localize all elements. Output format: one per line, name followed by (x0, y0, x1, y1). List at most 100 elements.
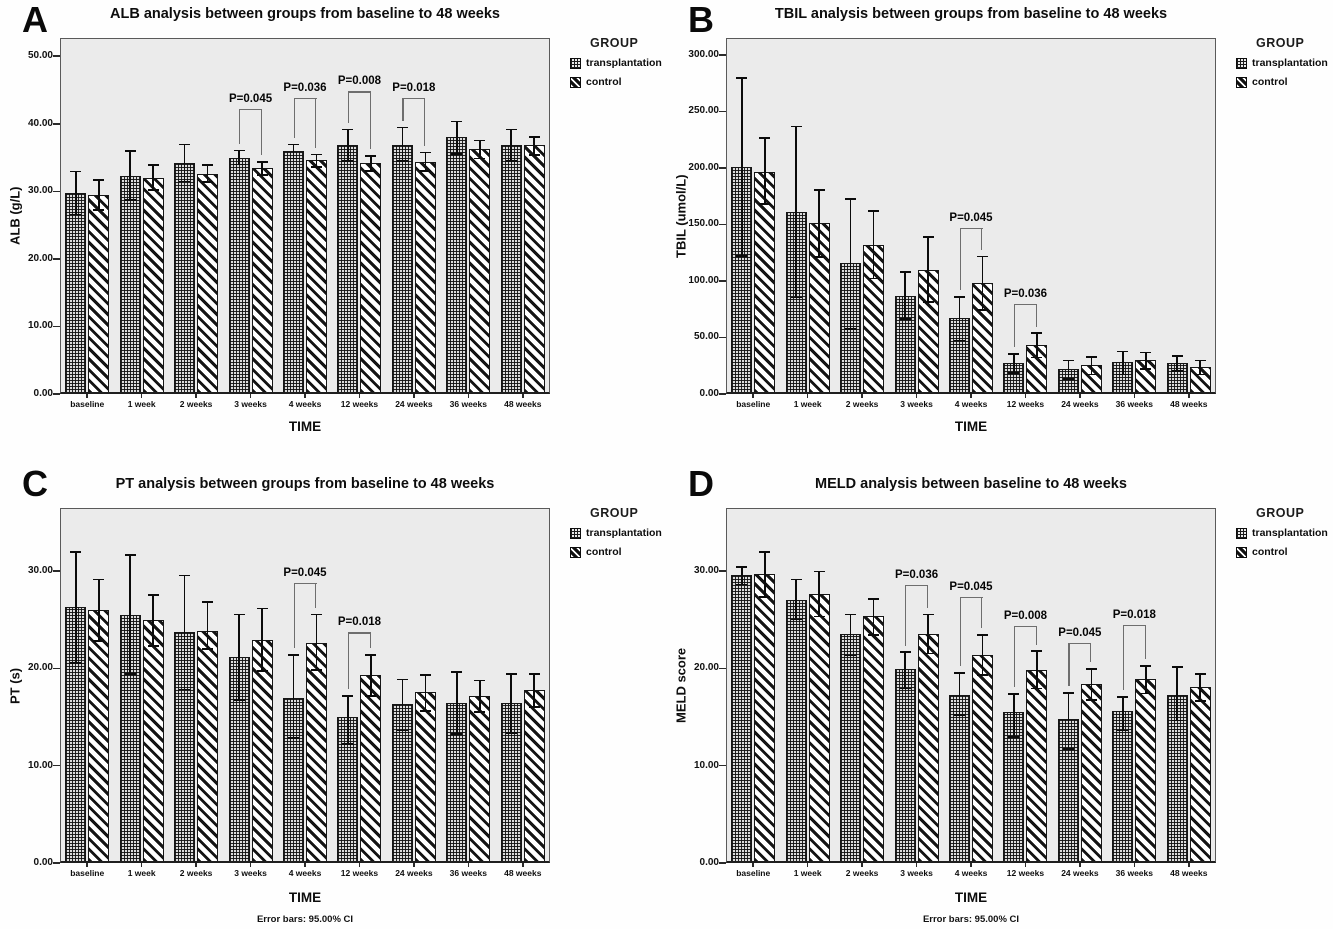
errorbar-transplantation-1 week-cap-bottom (124, 673, 136, 675)
x-tick-mark (1079, 394, 1081, 398)
y-tick-mark (53, 667, 60, 670)
errorbar-control-1 week-cap-bottom (147, 644, 159, 647)
pvalue-bracket-left-leg (402, 98, 404, 121)
errorbar-control-baseline (763, 551, 766, 598)
x-tick-mark (86, 863, 88, 867)
errorbar-transplantation-3 weeks (238, 150, 240, 165)
x-tick-mark (195, 863, 197, 867)
bar-control-baseline (88, 610, 110, 863)
errorbar-transplantation-24 weeks (1067, 692, 1070, 750)
errorbar-transplantation-2 weeks-cap-top (845, 197, 857, 200)
errorbar-control-24 weeks-cap-bottom (1085, 373, 1097, 376)
pvalue-label: P=0.018 (1112, 608, 1156, 621)
y-tick-mark (53, 862, 60, 864)
errorbar-transplantation-48 weeks-cap-bottom (505, 160, 517, 163)
errorbar-control-36 weeks (478, 140, 481, 159)
errorbar-transplantation-4 weeks-cap-bottom (954, 339, 965, 342)
bar-transplantation-48 weeks (500, 703, 522, 863)
pvalue-bracket-right-leg (315, 98, 317, 148)
errorbar-control-36 weeks-cap-top (474, 139, 486, 142)
errorbar-transplantation-2 weeks-cap-bottom (845, 328, 857, 331)
x-tick-mark (861, 863, 863, 867)
x-tick-mark (806, 863, 809, 867)
x-tick-mark (249, 394, 252, 398)
bar-control-36 weeks (469, 695, 491, 863)
x-tick-mark (467, 863, 470, 867)
control-diagonal-swatch-icon (1236, 76, 1247, 88)
bar-control-12 weeks (360, 162, 382, 394)
errorbar-transplantation-24 weeks-cap-top (396, 678, 408, 681)
legend-title: GROUP (1256, 36, 1305, 50)
bar-transplantation-2 weeks (174, 162, 196, 394)
y-tick-label: 100.00 (688, 274, 719, 286)
errorbar-transplantation-36 weeks-cap-top (1117, 350, 1129, 353)
errorbar-control-4 weeks-cap-top (977, 633, 988, 636)
bar-control-24 weeks (414, 161, 436, 394)
x-tick-label-24 weeks: 24 weeks (395, 868, 433, 878)
errorbar-control-4 weeks-cap-bottom (311, 165, 322, 168)
y-tick-mark (719, 570, 726, 572)
errorbar-transplantation-24 weeks-cap-bottom (1062, 378, 1074, 380)
y-tick-label: 250.00 (688, 105, 719, 117)
errorbar-control-3 weeks-cap-top (922, 236, 934, 239)
errorbar-transplantation-12 weeks-cap-bottom (342, 160, 354, 163)
errorbar-transplantation-36 weeks-cap-bottom (451, 152, 463, 155)
pvalue-bracket-right-leg (369, 632, 371, 649)
x-tick-label-3 weeks: 3 weeks (234, 868, 267, 878)
errorbar-control-48 weeks-cap-top (1194, 359, 1206, 362)
errorbar-transplantation-1 week-cap-bottom (790, 296, 802, 299)
errorbar-control-4 weeks (981, 634, 984, 676)
pvalue-label: P=0.018 (392, 82, 436, 95)
plot-area-alb: P=0.045 P=0.036 P=0.008 P=0.018 (60, 38, 550, 394)
errorbar-transplantation-3 weeks-cap-top (233, 149, 245, 152)
errorbar-transplantation-1 week (129, 554, 131, 675)
pvalue-bracket-right-leg (926, 584, 929, 608)
panel-letter-b: B (688, 0, 714, 40)
errorbar-transplantation-baseline (740, 566, 743, 585)
bar-control-1 week (142, 619, 164, 863)
errorbar-transplantation-2 weeks-cap-top (845, 613, 857, 616)
bar-control-24 weeks (414, 691, 436, 863)
pvalue-bracket-top (239, 108, 263, 111)
pvalue-bracket-top (1013, 625, 1037, 627)
bar-control-3 weeks (251, 168, 273, 394)
errorbar-transplantation-48 weeks-cap-bottom (1171, 719, 1183, 722)
chart-title-tbil: TBIL analysis between groups from baseli… (774, 6, 1168, 22)
errorbar-control-36 weeks-cap-top (474, 679, 486, 682)
errorbar-control-1 week-cap-top (813, 570, 825, 573)
errorbar-transplantation-24 weeks-cap-top (1062, 692, 1074, 694)
y-tick-mark (719, 110, 726, 113)
bar-transplantation-12 weeks (1003, 712, 1025, 863)
x-tick-label-36 weeks: 36 weeks (1115, 868, 1153, 878)
transplantation-grid-swatch-icon (1236, 57, 1247, 69)
errorbar-control-4 weeks-cap-bottom (977, 309, 988, 311)
bar-control-4 weeks (306, 643, 327, 863)
errorbar-control-12 weeks-cap-top (1031, 332, 1043, 335)
bar-control-24 weeks (1080, 364, 1102, 394)
errorbar-transplantation-48 weeks (1176, 355, 1179, 372)
y-tick-mark (53, 258, 60, 260)
errorbar-control-12 weeks-cap-bottom (365, 169, 377, 172)
pvalue-bracket-right-leg (260, 108, 263, 156)
errorbar-transplantation-12 weeks (1013, 353, 1015, 374)
plot-area-meld: P=0.036 P=0.045 P=0.008 P=0.045 P=0.018 (726, 508, 1216, 863)
errorbar-control-48 weeks (533, 136, 536, 156)
bar-transplantation-36 weeks (446, 137, 468, 394)
errorbar-control-3 weeks-cap-top (256, 161, 268, 163)
errorbar-control-1 week (818, 571, 820, 617)
pvalue-bracket-left-leg (347, 632, 350, 690)
x-tick-label-36 weeks: 36 weeks (449, 868, 487, 878)
errorbar-transplantation-2 weeks-cap-top (179, 574, 191, 577)
errorbar-control-2 weeks-cap-top (868, 597, 880, 600)
bar-control-baseline (754, 574, 776, 863)
errorbar-transplantation-12 weeks (1013, 693, 1015, 738)
errorbar-transplantation-1 week-cap-top (790, 578, 802, 581)
errorbar-control-baseline (97, 579, 100, 642)
errorbar-control-2 weeks-cap-top (868, 210, 880, 213)
panel-tbil: B TBIL analysis between groups from base… (666, 0, 1333, 460)
errorbar-transplantation-4 weeks-cap-top (954, 296, 965, 298)
x-tick-mark (915, 394, 918, 398)
x-tick-mark (752, 863, 754, 867)
pvalue-label: P=0.036 (1003, 287, 1048, 300)
errorbar-control-3 weeks-cap-bottom (256, 173, 268, 176)
